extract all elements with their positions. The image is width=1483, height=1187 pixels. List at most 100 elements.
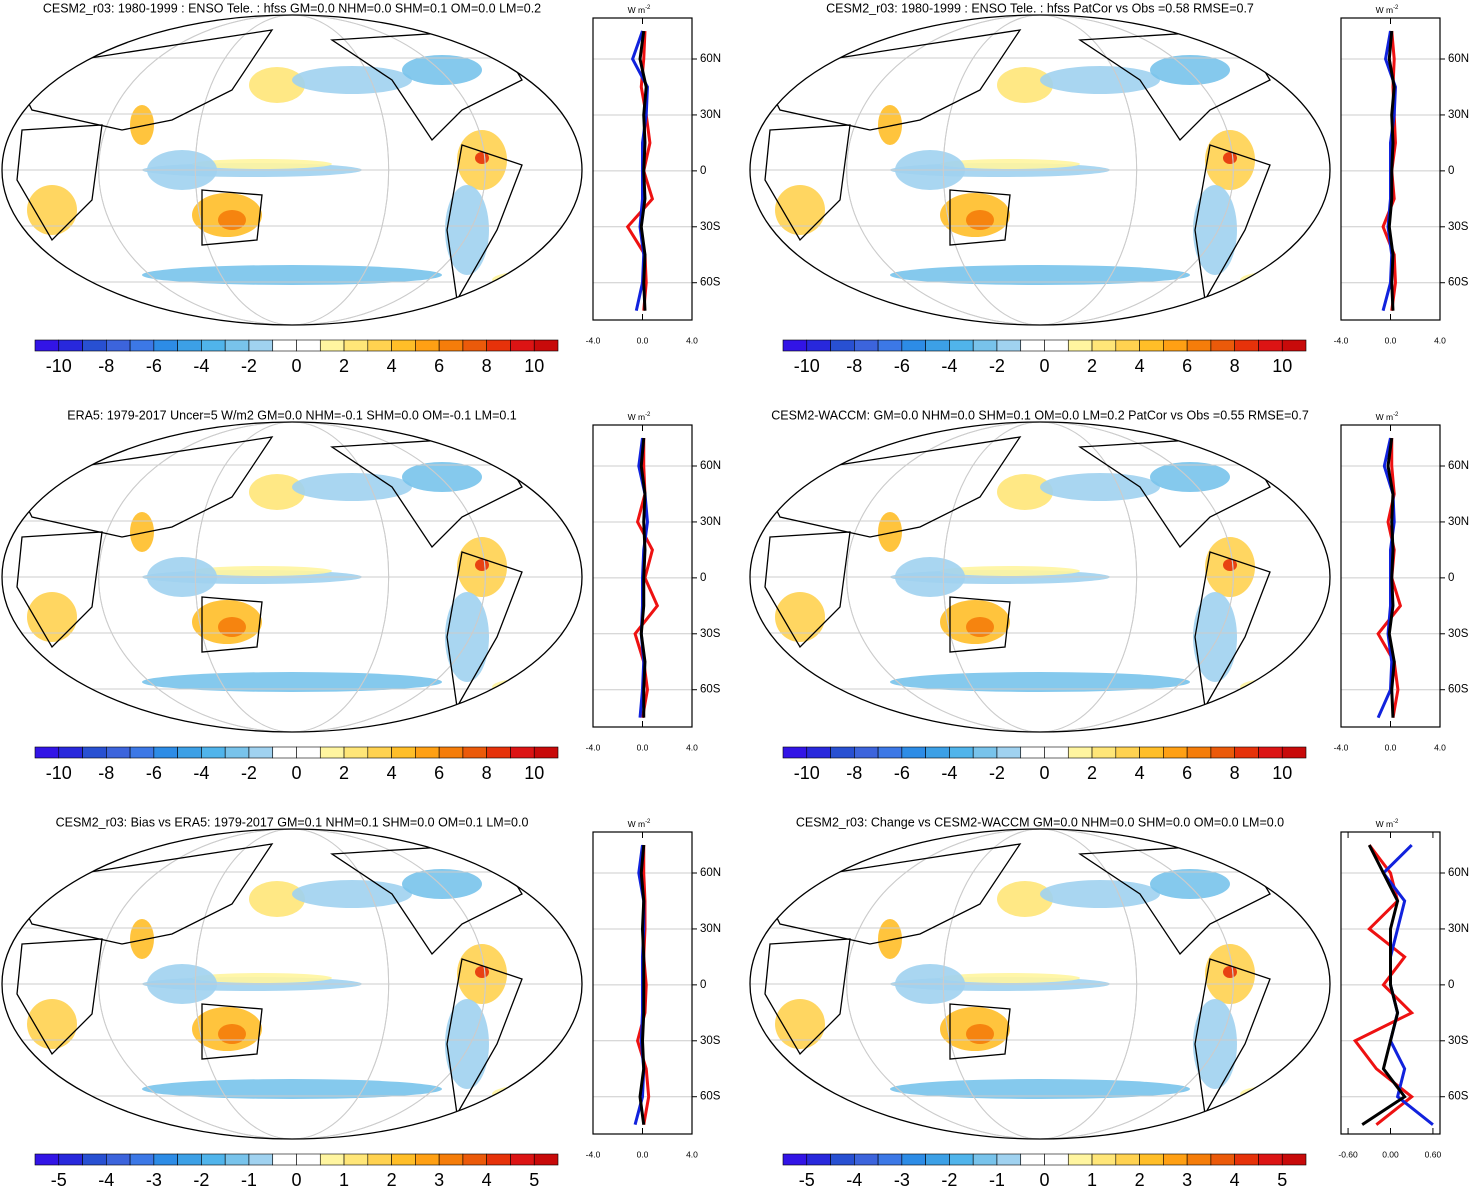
colorbar-label: 2: [1087, 763, 1097, 783]
anomaly-blob: [218, 210, 246, 230]
meridian: [194, 15, 390, 325]
anomaly-blob: [1240, 1086, 1300, 1102]
anomaly-blob: [130, 105, 154, 145]
colorbar-label: 3: [1182, 1170, 1192, 1187]
anomaly-blob: [192, 566, 332, 576]
colorbar-swatch: [201, 1153, 226, 1166]
colorbar-swatch: [224, 339, 250, 352]
colorbar-label: -1: [989, 1170, 1005, 1187]
colorbar-swatch: [272, 1153, 297, 1166]
zonal-line: [638, 844, 646, 1125]
colorbar-swatch: [996, 339, 1022, 352]
anomaly-blob: [940, 159, 1080, 169]
y-tick-label: 60N: [1448, 867, 1469, 879]
colorbar-label: 1: [1087, 1170, 1097, 1187]
colorbar-swatch: [901, 746, 926, 759]
colorbar-swatch: [1234, 1153, 1259, 1166]
colorbar-swatch: [949, 1153, 974, 1166]
colorbar-swatch: [106, 1153, 131, 1166]
map-area: [750, 422, 1330, 732]
colorbar-label: 0: [291, 356, 301, 376]
colorbar-label: 6: [434, 356, 444, 376]
anomaly-blob: [292, 880, 412, 908]
panel: CESM2_r03: 1980-1999 : ENSO Tele. : hfss…: [1, 1, 721, 376]
units-base: W m: [628, 819, 645, 829]
panel-title: CESM2-WACCM: GM=0.0 NHM=0.0 SHM=0.1 OM=0…: [771, 408, 1309, 422]
colorbar-label: -5: [51, 1170, 67, 1187]
colorbar-swatch: [1115, 746, 1140, 759]
units-sup: -2: [1393, 412, 1399, 418]
colorbar-swatch: [201, 339, 226, 352]
colorbar-swatch: [1281, 746, 1307, 759]
panel-title: CESM2_r03: 1980-1999 : ENSO Tele. : hfss…: [826, 1, 1254, 15]
map-border: [749, 14, 1331, 326]
x-tick-label: -4.0: [586, 742, 601, 752]
y-tick-label: 30N: [1448, 109, 1469, 121]
meridian: [942, 829, 1138, 1139]
y-tick-label: 30N: [700, 923, 721, 935]
colorbar-swatch: [82, 1153, 107, 1166]
anomaly-blob: [878, 919, 902, 959]
panel: CESM2-WACCM: GM=0.0 NHM=0.0 SHM=0.1 OM=0…: [749, 408, 1469, 783]
x-tick-label: -4.0: [586, 335, 601, 345]
anomaly-blob: [1040, 880, 1160, 908]
colorbar-swatch: [996, 1153, 1022, 1166]
colorbar-label: -10: [794, 356, 820, 376]
colorbar-swatch: [1234, 746, 1259, 759]
anomaly-blob: [192, 159, 332, 169]
meridian: [846, 829, 1234, 1139]
anomaly-blob: [997, 67, 1053, 103]
colorbar-swatch: [806, 746, 831, 759]
colorbar-swatch: [438, 339, 464, 352]
colorbar-swatch: [1020, 1153, 1045, 1166]
panel-title: ERA5: 1979-2017 Uncer=5 W/m2 GM=0.0 NHM=…: [67, 408, 517, 422]
colorbar-swatch: [224, 1153, 250, 1166]
colorbar-label: -4: [193, 356, 209, 376]
coastline: [759, 436, 1022, 538]
anomaly-blob: [890, 265, 1190, 285]
units: W m-2: [1376, 819, 1399, 830]
panel: CESM2_r03: 1980-1999 : ENSO Tele. : hfss…: [749, 1, 1469, 376]
anomaly-blob: [940, 566, 1080, 576]
colorbar-swatch: [272, 339, 297, 352]
colorbar-swatch: [806, 1153, 831, 1166]
panel: CESM2_r03: Bias vs ERA5: 1979-2017 GM=0.…: [1, 815, 721, 1187]
y-tick-label: 30N: [700, 516, 721, 528]
meridian: [942, 15, 1138, 325]
colorbar-swatch: [319, 1153, 345, 1166]
meridian: [98, 15, 486, 325]
anomaly-blob: [402, 462, 482, 492]
colorbar-label: 4: [1135, 763, 1145, 783]
coastline: [759, 29, 1022, 131]
units-sup: -2: [645, 819, 651, 825]
units-sup: -2: [645, 5, 651, 11]
anomaly-blob: [249, 881, 305, 917]
y-tick-label: 0: [1448, 979, 1454, 991]
colorbar-swatch: [486, 746, 511, 759]
colorbar-swatch: [177, 1153, 202, 1166]
colorbar-swatch: [1210, 1153, 1235, 1166]
colorbar-swatch: [1163, 1153, 1188, 1166]
colorbar-swatch: [462, 339, 487, 352]
anomaly-blob: [249, 474, 305, 510]
colorbar-swatch: [415, 1153, 440, 1166]
anomaly-blob: [492, 1086, 552, 1102]
colorbar-swatch: [58, 746, 83, 759]
y-tick-label: 0: [700, 165, 706, 177]
anomaly-blob: [402, 869, 482, 899]
colorbar-swatch: [1044, 1153, 1069, 1166]
colorbar-label: 8: [1230, 763, 1240, 783]
colorbar-swatch: [1186, 339, 1212, 352]
colorbar-swatch: [106, 746, 131, 759]
y-tick-label: 60S: [1448, 1091, 1469, 1103]
anomaly-blob: [492, 272, 552, 288]
anomaly-blob: [997, 474, 1053, 510]
x-tick-label: 0.0: [637, 335, 649, 345]
anomaly-blob: [890, 1079, 1190, 1099]
anomaly-blob: [890, 672, 1190, 692]
colorbar-label: 6: [1182, 356, 1192, 376]
y-tick-label: 30S: [700, 1035, 721, 1047]
anomaly-blob: [130, 512, 154, 552]
units-base: W m: [628, 412, 645, 422]
units: W m-2: [628, 5, 651, 16]
